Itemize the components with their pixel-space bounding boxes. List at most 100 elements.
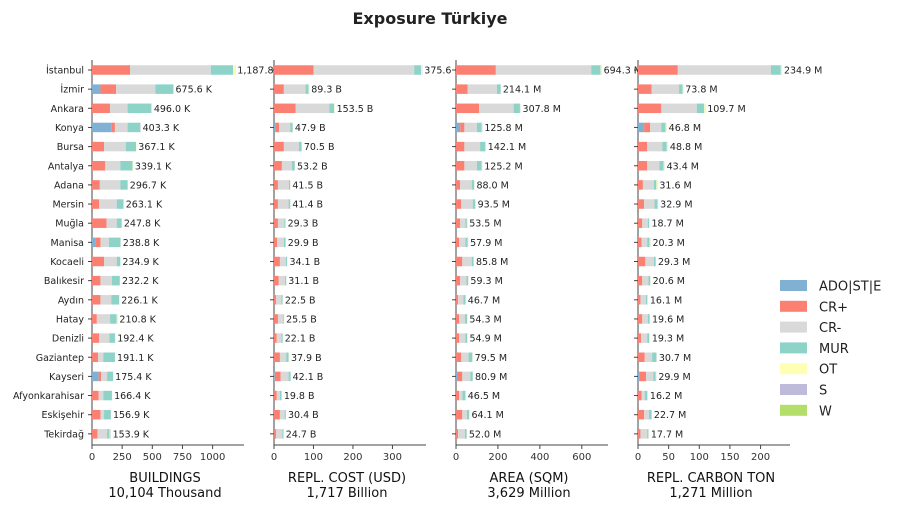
bar-segment-crm (284, 142, 299, 152)
bar-segment-crp (92, 142, 104, 152)
bar-segment-crm (110, 104, 127, 114)
legend-swatch (780, 363, 807, 374)
bar-value-label: 46.7 M (468, 295, 500, 306)
bar-segment-crp (456, 391, 459, 401)
bar-segment-crm (101, 372, 107, 382)
x-tick-label: 200 (751, 452, 770, 463)
bar-segment-crp (638, 218, 642, 228)
bar-segment-crm (461, 199, 473, 209)
bar-segment-crp (274, 65, 313, 75)
x-tick-label: 300 (383, 452, 402, 463)
bar-value-label: 31.6 M (659, 180, 691, 191)
bar-value-label: 18.7 M (651, 219, 683, 230)
bar-segment-mur (284, 218, 285, 228)
bar-segment-crm (277, 238, 284, 248)
bar-segment-crm (642, 276, 648, 286)
bar-value-label: 34.1 B (289, 257, 320, 268)
bar-value-label: 79.5 M (475, 353, 507, 364)
bar-segment-crp (456, 410, 462, 420)
bar-segment-crp (274, 104, 296, 114)
bar-value-label: 22.5 B (285, 295, 316, 306)
bar-segment-crp (274, 333, 277, 343)
bar-value-label: 175.4 K (115, 372, 152, 383)
bar-segment-crp (638, 295, 640, 305)
bar-value-label: 247.8 K (124, 219, 161, 230)
bar-segment-mur (470, 372, 473, 382)
bar-segment-crm (644, 199, 654, 209)
bar-segment-crm (640, 295, 646, 305)
bar-value-label: 403.3 K (143, 123, 180, 134)
bar-segment-crm (650, 123, 661, 133)
bar-segment-crp (96, 238, 101, 248)
bar-segment-crm (468, 84, 497, 94)
bar-segment-mur (120, 161, 132, 171)
legend-label: CR- (819, 321, 842, 336)
bar-segment-crm (459, 238, 465, 248)
bar-value-label: 125.8 M (484, 123, 522, 134)
bar-segment-crp (274, 295, 276, 305)
bar-value-label: 339.1 K (135, 161, 172, 172)
legend-label: W (819, 404, 832, 419)
bar-segment-ado (456, 123, 460, 133)
bar-value-label: 232.2 K (122, 276, 159, 287)
bar-segment-mur (679, 84, 683, 94)
legend-label: CR+ (819, 300, 848, 315)
bar-segment-crm (458, 295, 463, 305)
bar-segment-crm (461, 353, 468, 363)
bar-segment-mur (284, 238, 286, 248)
bar-segment-mur (663, 142, 667, 152)
bar-segment-crm (651, 84, 679, 94)
category-label: İstanbul (46, 66, 84, 77)
category-label: Kayseri (49, 372, 84, 383)
bar-value-label: 70.5 B (304, 142, 335, 153)
bar-segment-crp (92, 314, 97, 324)
legend-label: ADO|ST|E (819, 280, 881, 295)
bar-segment-crp (92, 391, 99, 401)
x-axis-label: BUILDINGS (129, 471, 200, 486)
bar-segment-ado (92, 84, 100, 94)
x-axis-label: REPL. CARBON TON (647, 471, 775, 486)
bar-value-label: 57.9 M (470, 238, 502, 249)
bar-segment-ado (456, 372, 457, 382)
category-label: Afyonkarahisar (13, 391, 84, 402)
bar-value-label: 29.9 B (288, 238, 319, 249)
category-label: Muğla (55, 219, 84, 230)
bar-segment-mur (117, 218, 122, 228)
bar-segment-crm (278, 314, 283, 324)
bar-segment-crp (274, 238, 277, 248)
bar-segment-crm (106, 218, 116, 228)
bar-value-label: 53.5 M (469, 219, 501, 230)
bar-segment-crm (277, 391, 280, 401)
x-tick-label: 0 (453, 452, 459, 463)
bar-segment-crm (645, 257, 654, 267)
bar-segment-mur (292, 161, 295, 171)
bar-segment-ado (274, 123, 275, 133)
bar-segment-crm (115, 123, 128, 133)
x-tick-label: 100 (304, 452, 323, 463)
legend-swatch (780, 384, 807, 395)
category-label: Balıkesir (44, 276, 84, 287)
bar-value-label: 694.3 M (604, 66, 642, 77)
bar-segment-mur (111, 295, 119, 305)
bar-segment-mur (467, 410, 469, 420)
bar-segment-crm (458, 429, 465, 439)
bar-segment-crm (278, 180, 289, 190)
bar-segment-mur (654, 180, 656, 190)
bar-segment-mur (414, 65, 421, 75)
bar-value-label: 53.2 B (297, 161, 328, 172)
bar-segment-crm (460, 218, 465, 228)
bar-segment-mur (289, 372, 291, 382)
bar-segment-mur (117, 257, 121, 267)
bar-segment-ot (233, 65, 235, 75)
bar-segment-crm (98, 353, 103, 363)
bar-segment-mur (477, 123, 482, 133)
bar-segment-mur (463, 295, 465, 305)
bar-segment-mur (126, 142, 136, 152)
bar-value-label: 192.4 K (117, 334, 154, 345)
category-label: Manisa (51, 238, 84, 249)
bar-segment-crm (104, 142, 126, 152)
bar-value-label: 25.5 B (286, 314, 317, 325)
bar-segment-crp (274, 161, 282, 171)
bar-segment-crm (105, 161, 120, 171)
